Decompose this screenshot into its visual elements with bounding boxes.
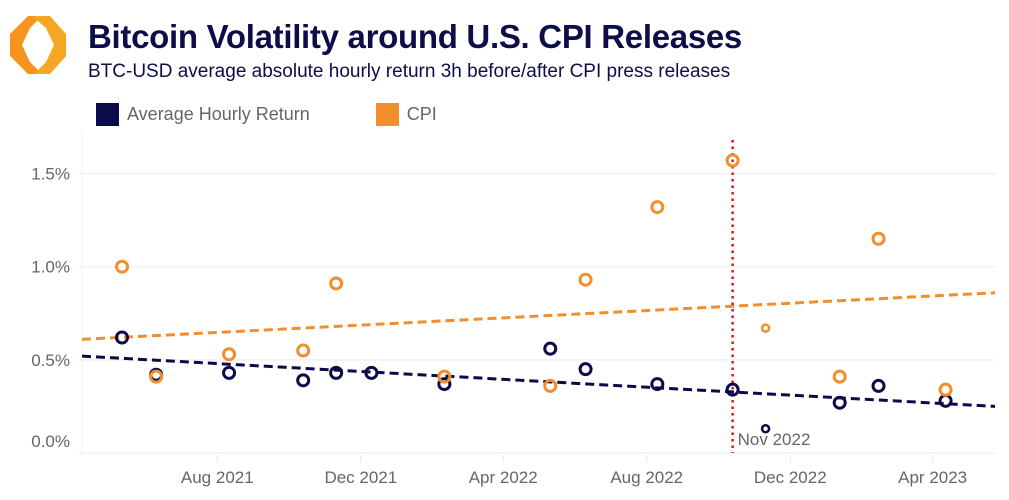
legend-item-cpi: CPI (375, 103, 437, 126)
average-hourly-return-point (222, 365, 237, 380)
y-tick-label: 1.5% (31, 165, 70, 184)
average-hourly-return-point (871, 378, 886, 393)
cpi-point (543, 378, 558, 393)
average-hourly-return-point (296, 373, 311, 388)
cpi-point (329, 276, 344, 291)
annotation-label: Nov 2022 (738, 430, 811, 449)
legend-item-average-hourly-return: Average Hourly Return (96, 103, 310, 126)
cpi-point (832, 369, 847, 384)
trendline-average-hourly-return (81, 354, 996, 408)
x-tick-label: Aug 2022 (610, 468, 683, 487)
average-hourly-return-point (578, 362, 593, 377)
cpi-point (296, 343, 311, 358)
cpi-point (578, 272, 593, 287)
trendline-cpi (81, 291, 996, 341)
y-tick-label: 1.0% (31, 258, 70, 277)
x-tick-label: Apr 2022 (469, 468, 538, 487)
cpi-point (149, 369, 164, 384)
y-tick-label: 0.0% (31, 432, 70, 451)
cpi-point (871, 231, 886, 246)
chart-title: Bitcoin Volatility around U.S. CPI Relea… (88, 18, 742, 55)
average-hourly-return-point (437, 377, 452, 392)
average-hourly-return-point (832, 395, 847, 410)
legend-label: CPI (406, 104, 437, 124)
cpi-point (938, 382, 953, 397)
average-hourly-return-point (329, 365, 344, 380)
x-tick-label: Dec 2021 (324, 468, 397, 487)
x-tick-label: Aug 2021 (181, 468, 254, 487)
average-hourly-return-point (543, 341, 558, 356)
cpi-point (725, 153, 740, 168)
legend-label: Average Hourly Return (127, 104, 310, 124)
average-hourly-return-point (115, 330, 130, 345)
cpi-point (437, 369, 452, 384)
average-hourly-return-point (760, 424, 771, 434)
cpi-point (115, 259, 130, 274)
y-tick-label: 0.5% (31, 351, 70, 370)
legend: Average Hourly Return CPI (96, 103, 503, 126)
cpi-point (222, 347, 237, 362)
average-hourly-return-point (938, 393, 953, 408)
legend-swatch-navy (96, 103, 119, 126)
x-tick-label: Dec 2022 (754, 468, 827, 487)
x-tick-label: Apr 2023 (898, 468, 967, 487)
cpi-point (760, 323, 771, 333)
chart-subtitle: BTC-USD average absolute hourly return 3… (88, 61, 731, 82)
legend-swatch-orange (375, 103, 399, 126)
logo-icon (10, 16, 66, 74)
average-hourly-return-point (650, 377, 665, 392)
cpi-point (650, 200, 665, 215)
average-hourly-return-point (725, 382, 740, 397)
average-hourly-return-point (364, 365, 379, 380)
